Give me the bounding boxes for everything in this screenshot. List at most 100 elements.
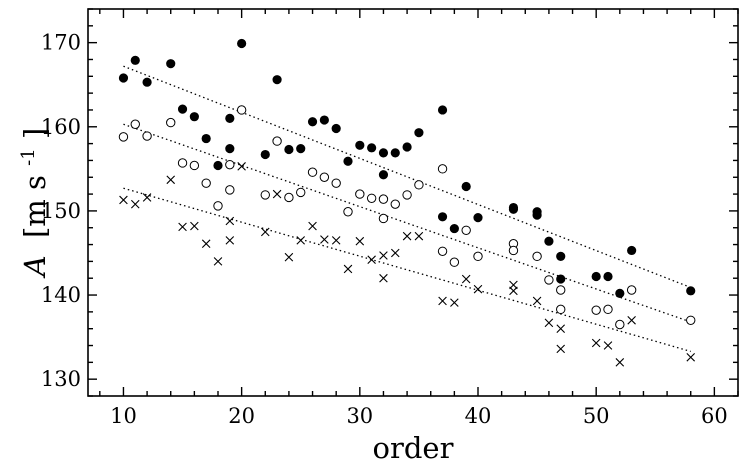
cross-point (331, 236, 341, 245)
filled-circle-point (166, 59, 176, 69)
cross-point (308, 221, 317, 231)
open-circle-point (331, 178, 341, 188)
filled-circle-point (473, 213, 483, 223)
y-tick-label: 140 (41, 283, 81, 307)
y-tick-label: 160 (41, 115, 81, 139)
filled-circle-point (284, 144, 294, 155)
open-circle-point (225, 159, 235, 170)
cross-point (627, 315, 636, 325)
filled-circle-point (686, 286, 696, 296)
cross-point (509, 286, 518, 296)
cross-point (556, 344, 566, 354)
filled-circle-point (355, 140, 365, 150)
cross-point (615, 358, 625, 367)
cross-point (450, 298, 459, 307)
cross-point (367, 255, 376, 264)
y-tick-label: 130 (41, 367, 81, 391)
filled-circle-point (260, 149, 270, 160)
filled-circle-point (189, 112, 199, 122)
y-axis-symbol: A (18, 255, 52, 279)
open-circle-point (414, 180, 424, 190)
open-circle-point (166, 117, 176, 128)
open-circle-point (189, 160, 200, 171)
cross-point (414, 231, 424, 241)
cross-point (201, 239, 211, 249)
open-circle-point (142, 131, 152, 141)
open-circle-point (378, 213, 389, 224)
cross-point (272, 189, 282, 199)
filled-circle-point (414, 128, 424, 138)
filled-circle-point (461, 181, 471, 192)
cross-point (591, 338, 601, 348)
open-circle-point (461, 225, 471, 235)
filled-circle-point (225, 113, 235, 123)
open-circle-point (343, 207, 353, 217)
open-circle-point (284, 192, 294, 203)
cross-point (225, 216, 235, 226)
cross-point (544, 318, 554, 328)
open-circle-point (378, 194, 389, 204)
cross-point (355, 236, 365, 246)
x-tick-label: 40 (465, 404, 492, 428)
open-circle-point (626, 285, 637, 295)
cross-point (142, 193, 152, 202)
open-circle-point (591, 305, 601, 315)
data-points (118, 38, 696, 367)
cross-point (213, 257, 223, 266)
cross-point (390, 248, 400, 258)
filled-circle-point (213, 160, 223, 171)
plot-frame (87, 8, 739, 397)
y-tick-label: 150 (41, 199, 81, 223)
filled-circle-point (307, 117, 318, 127)
open-circle-point (603, 304, 613, 315)
cross-point (225, 236, 235, 245)
open-circle-point (473, 251, 483, 262)
filled-circle-point (556, 274, 566, 284)
open-circle-point (307, 167, 318, 177)
ticks: 10 20 30 40 50 60 130 140 150 160 170 (41, 8, 739, 428)
open-circle-point (260, 190, 270, 200)
filled-circle-point (402, 142, 412, 152)
filled-circle-point (319, 115, 329, 125)
y-axis-title: A [m s -1 ] (7, 128, 52, 279)
open-circle-point (225, 185, 235, 195)
cross-point (686, 353, 696, 362)
trend-line (123, 65, 691, 289)
filled-circle-point (201, 133, 211, 144)
open-circle-point (437, 246, 448, 256)
cross-point (556, 324, 566, 333)
filled-circle-point (130, 55, 140, 65)
open-circle-point (272, 136, 282, 146)
x-tick-label: 50 (583, 404, 610, 428)
filled-circle-point (237, 38, 247, 49)
trend-lines (123, 65, 691, 353)
open-circle-point (355, 189, 365, 199)
y-axis-unit-exp: -1 (18, 148, 39, 166)
open-circle-point (532, 251, 542, 262)
open-circle-point (177, 158, 188, 168)
filled-circle-point (627, 245, 637, 256)
cross-point (296, 236, 306, 245)
filled-circle-point (556, 251, 566, 261)
filled-circle-point (331, 123, 341, 134)
filled-circle-point (177, 104, 188, 114)
cross-point (379, 251, 388, 260)
y-tick-label: 170 (41, 31, 81, 55)
open-circle-point (296, 187, 306, 198)
cross-point (603, 341, 613, 350)
filled-circle-point (390, 148, 400, 158)
open-circle-point (615, 319, 625, 330)
cross-point (438, 296, 447, 306)
open-circle-point (236, 105, 247, 115)
trend-line (123, 123, 691, 323)
filled-circle-point (532, 207, 542, 217)
cross-point (166, 175, 176, 185)
cross-point (260, 227, 270, 237)
cross-point (402, 231, 412, 241)
open-circle-point (686, 315, 696, 325)
cross-point (190, 221, 199, 231)
x-tick-label: 10 (110, 404, 137, 428)
cross-point (473, 284, 483, 294)
